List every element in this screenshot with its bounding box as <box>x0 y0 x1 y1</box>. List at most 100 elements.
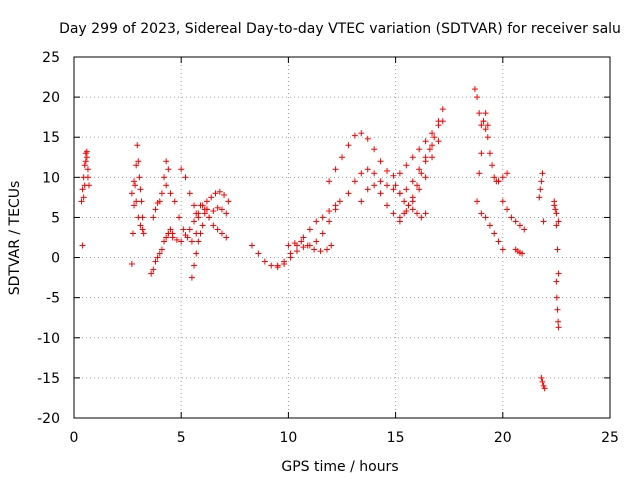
data-point <box>422 210 429 217</box>
data-point <box>401 198 408 205</box>
data-point <box>364 186 371 193</box>
data-point <box>416 186 423 193</box>
data-point <box>83 154 90 161</box>
data-point <box>165 166 172 173</box>
x-axis-label: GPS time / hours <box>281 459 398 475</box>
data-point <box>429 154 436 161</box>
data-point <box>364 166 371 173</box>
data-point <box>553 294 560 301</box>
data-point <box>79 242 86 249</box>
data-point <box>135 158 142 165</box>
data-point <box>82 158 89 165</box>
data-point <box>206 214 213 221</box>
data-point <box>223 210 230 217</box>
data-point <box>188 274 195 281</box>
data-point <box>165 230 172 237</box>
data-point <box>135 214 142 221</box>
data-point <box>552 206 559 213</box>
data-point <box>223 234 230 241</box>
data-point <box>416 166 423 173</box>
data-point <box>137 222 144 229</box>
data-point <box>538 374 545 381</box>
axis-ticks: 0 5 10 15 20 25 -20 -15 -10 -5 0 5 10 15 20 25 <box>37 50 619 446</box>
data-point <box>555 218 562 225</box>
data-point <box>328 242 335 249</box>
data-point <box>306 226 313 233</box>
data-point <box>358 198 365 205</box>
data-point <box>403 162 410 169</box>
data-point <box>150 266 157 273</box>
data-point <box>298 238 305 245</box>
data-point <box>486 222 493 229</box>
data-point <box>390 186 397 193</box>
data-point <box>195 214 202 221</box>
data-point <box>384 182 391 189</box>
data-point <box>326 178 333 185</box>
data-point <box>482 214 489 221</box>
data-point <box>491 230 498 237</box>
data-points <box>78 86 562 392</box>
data-point <box>136 174 143 181</box>
data-point <box>319 230 326 237</box>
data-point <box>154 254 161 261</box>
data-point <box>519 250 526 257</box>
data-point <box>268 262 275 269</box>
data-point <box>439 106 446 113</box>
data-point <box>478 150 485 157</box>
data-point <box>285 242 292 249</box>
chart-title: Day 299 of 2023, Sidereal Day-to-day VTE… <box>59 21 621 37</box>
data-point <box>186 190 193 197</box>
data-point <box>504 206 511 213</box>
data-point <box>193 250 200 257</box>
grid-lines <box>74 57 610 418</box>
data-point <box>131 178 138 185</box>
data-point <box>128 190 135 197</box>
y-tick-label: 0 <box>51 251 60 267</box>
data-point <box>336 198 343 205</box>
data-point <box>351 132 358 139</box>
data-point <box>418 214 425 221</box>
data-point <box>489 162 496 169</box>
data-point <box>221 191 228 198</box>
data-point <box>478 210 485 217</box>
data-point <box>203 206 210 213</box>
data-point <box>148 270 155 277</box>
data-point <box>80 194 87 201</box>
data-point <box>178 238 185 245</box>
data-point <box>291 240 298 247</box>
x-tick-label: 15 <box>387 430 405 446</box>
data-point <box>471 86 478 93</box>
data-point <box>199 222 206 229</box>
data-point <box>396 170 403 177</box>
data-point <box>521 226 528 233</box>
y-tick-label: 15 <box>42 130 60 146</box>
data-point <box>313 238 320 245</box>
data-point <box>195 238 202 245</box>
data-point <box>134 142 141 149</box>
data-point <box>540 218 547 225</box>
data-point <box>536 194 543 201</box>
data-point <box>371 182 378 189</box>
data-point <box>182 232 189 239</box>
y-axis-label: SDTVAR / TECUs <box>7 181 23 296</box>
data-point <box>551 202 558 209</box>
data-point <box>499 174 506 181</box>
data-point <box>197 202 204 209</box>
data-point <box>409 194 416 201</box>
data-point <box>401 210 408 217</box>
data-point <box>435 118 442 125</box>
data-point <box>83 148 90 155</box>
data-point <box>416 146 423 153</box>
data-point <box>300 244 307 251</box>
data-point <box>553 222 560 229</box>
data-point <box>414 210 421 217</box>
data-point <box>225 198 232 205</box>
data-point <box>210 222 217 229</box>
data-point <box>197 230 204 237</box>
data-point <box>173 236 180 243</box>
data-point <box>261 258 268 265</box>
data-point <box>431 134 438 141</box>
data-point <box>161 174 168 181</box>
data-point <box>384 202 391 209</box>
data-point <box>248 242 255 249</box>
